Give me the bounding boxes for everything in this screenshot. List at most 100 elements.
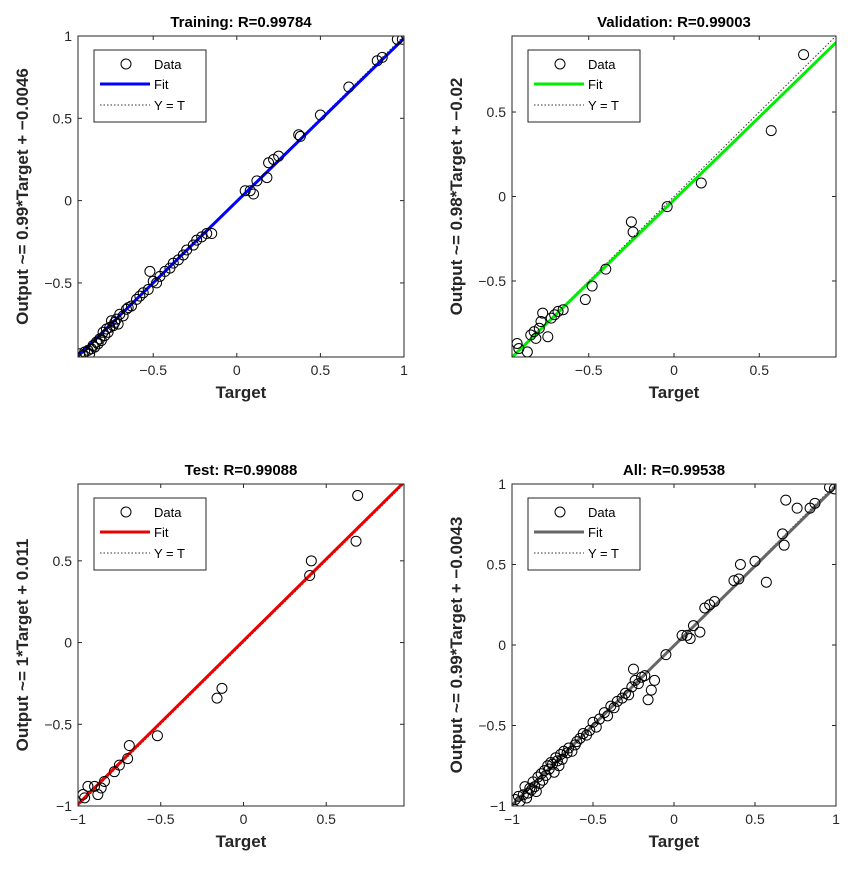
x-tick-label: 0 <box>670 811 678 827</box>
data-point <box>809 497 821 509</box>
y-tick-label: −0.5 <box>44 716 72 732</box>
data-point <box>545 312 557 324</box>
y-axis-label: Output ~= 1*Target + 0.011 <box>13 539 32 752</box>
data-point <box>639 670 651 682</box>
data-point <box>533 322 545 334</box>
legend-data-marker <box>120 506 132 518</box>
regression-panel-4: −1 −0.5 0 0.5 1 −1 −0.5 0 0.5 1 All: R=0.99538 Targ… <box>447 462 840 851</box>
data-point <box>535 768 547 780</box>
data-point <box>602 710 614 722</box>
data-point <box>579 294 591 306</box>
data-point <box>695 177 707 189</box>
x-tick-label: 0 <box>240 811 248 827</box>
legend-label-data: Data <box>588 57 616 72</box>
data-point <box>571 736 583 748</box>
data-point <box>535 316 547 328</box>
data-point <box>391 36 403 45</box>
data-point <box>566 745 578 757</box>
data-point <box>343 81 355 93</box>
y-tick-label: 0 <box>498 189 506 205</box>
fit-line <box>512 41 836 357</box>
data-point <box>521 792 533 804</box>
legend-box <box>527 49 641 123</box>
y-tick-label: −1 <box>56 798 72 814</box>
y-tick-label: −1 <box>490 798 506 814</box>
data-point <box>586 280 598 292</box>
data-point <box>113 759 125 771</box>
data-point <box>626 681 638 693</box>
regression-panel-1: −0.5 0 0.5 1 −0.5 0 0.5 1 Training: R=0.99784 Tar… <box>13 14 408 402</box>
legend-label-fit: Fit <box>154 77 169 92</box>
x-tick-label: −0.5 <box>147 811 175 827</box>
data-point <box>248 188 260 200</box>
data-point <box>628 663 639 675</box>
data-point <box>549 309 561 321</box>
legend-label-fit: Fit <box>588 525 603 540</box>
y-tick-label: 0.5 <box>487 557 507 573</box>
data-point <box>733 573 745 585</box>
x-axis-label: Target <box>649 832 700 851</box>
legend-data-marker <box>554 506 566 518</box>
data-point <box>537 307 549 319</box>
data-point <box>525 784 537 796</box>
plot-area <box>512 484 836 806</box>
fit-line <box>78 37 404 357</box>
legend: Data Fit Y = T <box>93 49 207 123</box>
legend-label-data: Data <box>588 505 616 520</box>
data-point <box>590 721 602 733</box>
data-point <box>151 730 163 742</box>
legend-label-identity: Y = T <box>154 546 185 561</box>
data-point <box>117 310 129 322</box>
data-point <box>151 277 163 289</box>
data-point <box>216 682 228 694</box>
x-tick-label: 0 <box>670 362 678 378</box>
data-point <box>251 175 263 187</box>
data-point <box>95 782 107 794</box>
data-point <box>632 678 644 690</box>
data-point <box>694 626 706 638</box>
data-point <box>142 284 154 296</box>
data-point <box>824 484 836 493</box>
data-point <box>600 263 612 275</box>
data-point <box>760 576 772 588</box>
legend-label-data: Data <box>154 57 182 72</box>
data-point <box>144 265 156 277</box>
plot-area <box>512 36 836 357</box>
data-point <box>660 649 672 661</box>
x-tick-label: −0.5 <box>139 362 167 378</box>
data-point <box>687 620 699 632</box>
legend: Data Fit Y = T <box>93 497 207 571</box>
regression-panel-2: −0.5 0 0.5 −0.5 0 0.5 Validation: R=0.99003 Tar… <box>447 14 837 402</box>
data-point <box>555 748 567 760</box>
data-point <box>629 674 641 686</box>
data-point <box>728 575 740 587</box>
y-tick-label: 0 <box>64 193 72 209</box>
legend-label-identity: Y = T <box>154 98 185 113</box>
y-tick-label: −0.5 <box>478 718 506 734</box>
legend-box <box>527 497 641 571</box>
axes-box <box>77 483 405 807</box>
data-point <box>396 36 404 45</box>
y-tick-label: 1 <box>498 476 506 492</box>
x-tick-label: 0.5 <box>750 362 770 378</box>
data-point <box>553 760 565 772</box>
plot-area <box>78 484 404 806</box>
y-tick-label: 0 <box>64 635 72 651</box>
regression-panel-3: −1 −0.5 0 0.5 −1 −0.5 0 0.5 Test: R=0.99088 Targe… <box>13 462 405 851</box>
chart-title: Test: R=0.99088 <box>185 462 298 479</box>
y-tick-label: 0.5 <box>53 553 73 569</box>
y-tick-label: −0.5 <box>478 273 506 289</box>
data-point <box>627 226 639 238</box>
legend-box <box>93 49 207 123</box>
data-point <box>734 559 746 570</box>
x-axis-label: Target <box>649 383 700 402</box>
x-tick-label: −1 <box>504 811 520 827</box>
data-point <box>561 747 573 759</box>
chart-title: Training: R=0.99784 <box>170 14 312 31</box>
data-point <box>791 502 803 514</box>
legend-label-data: Data <box>154 505 182 520</box>
data-point <box>98 775 110 787</box>
data-point <box>530 332 542 344</box>
data-point <box>517 789 529 801</box>
x-tick-label: 0.5 <box>316 811 336 827</box>
